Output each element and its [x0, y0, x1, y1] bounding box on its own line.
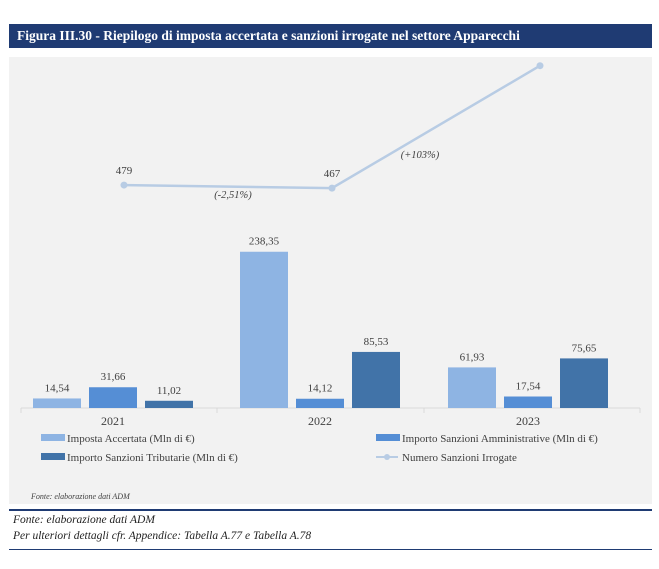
legend-numero-sanzioni: Numero Sanzioni Irrogate [376, 451, 517, 465]
line-label-2022: 467 [324, 168, 341, 180]
bar-imposta-2022 [240, 251, 288, 408]
divider-top [9, 509, 652, 511]
bar-imposta-2023 [448, 367, 496, 408]
bar-label-0-2: 61,93 [460, 351, 485, 363]
bar-label-0-0: 14,54 [45, 382, 70, 394]
change-annotation-2022-2023: (+103%) [401, 150, 440, 161]
change-annotation-2021-2022: (-2,51%) [214, 190, 252, 201]
line-point-2022 [328, 184, 336, 192]
legend-imposta: Imposta Accertata (Mln di €) [41, 432, 195, 446]
bar-label-1-1: 14,12 [308, 383, 333, 395]
bar-tributarie-2023 [560, 358, 608, 408]
bar-label-2-2: 75,65 [572, 342, 597, 354]
legend-label-tributarie: Importo Sanzioni Tributarie (Mln di €) [67, 452, 238, 464]
panel-source-note: Fonte: elaborazione dati ADM [31, 492, 130, 501]
category-label-2021: 2021 [101, 414, 125, 428]
line-label-2021: 479 [116, 165, 133, 177]
divider-bottom [9, 549, 652, 550]
category-label-2023: 2023 [516, 414, 540, 428]
bar-tributarie-2021 [145, 400, 193, 408]
category-label-2022: 2022 [308, 414, 332, 428]
line-label-2023: 948 [532, 57, 549, 58]
footnote-source: Fonte: elaborazione dati ADM [13, 514, 155, 526]
bar-amministrative-2023 [504, 396, 552, 408]
legend-swatch-amministrative [376, 434, 400, 441]
bar-tributarie-2022 [352, 351, 400, 408]
bar-label-2-1: 85,53 [364, 336, 389, 348]
bar-amministrative-2022 [296, 398, 344, 408]
legend-tributarie: Importo Sanzioni Tributarie (Mln di €) [41, 451, 238, 465]
legend-line-dot [384, 454, 390, 460]
bar-amministrative-2021 [89, 387, 137, 408]
bar-label-1-0: 31,66 [101, 371, 126, 383]
legend-label-imposta: Imposta Accertata (Mln di €) [67, 433, 195, 445]
legend-label-numero-sanzioni: Numero Sanzioni Irrogate [402, 452, 517, 464]
bar-label-2-0: 11,02 [157, 385, 181, 397]
legend-label-amministrative: Importo Sanzioni Amministrative (Mln di … [402, 433, 598, 445]
chart-svg: 14,54 238,35 61,93 31,66 14,12 17,54 11,02 85,5… [20, 57, 641, 428]
bar-imposta-2021 [33, 398, 81, 408]
line-point-2021 [120, 181, 128, 189]
footnote-details: Per ulteriori dettagli cfr. Appendice: T… [13, 530, 312, 542]
bar-label-0-1: 238,35 [249, 236, 280, 248]
chart-panel: 14,54 238,35 61,93 31,66 14,12 17,54 11,02 85,5… [9, 57, 652, 504]
legend-swatch-tributarie [41, 453, 65, 460]
bar-label-1-2: 17,54 [516, 381, 541, 393]
figure-title: Figura III.30 - Riepilogo di imposta acc… [9, 24, 652, 48]
legend-amministrative: Importo Sanzioni Amministrative (Mln di … [376, 432, 598, 446]
legend-line-marker [376, 454, 398, 460]
line-point-2023 [536, 62, 544, 70]
legend-swatch-imposta [41, 434, 65, 441]
